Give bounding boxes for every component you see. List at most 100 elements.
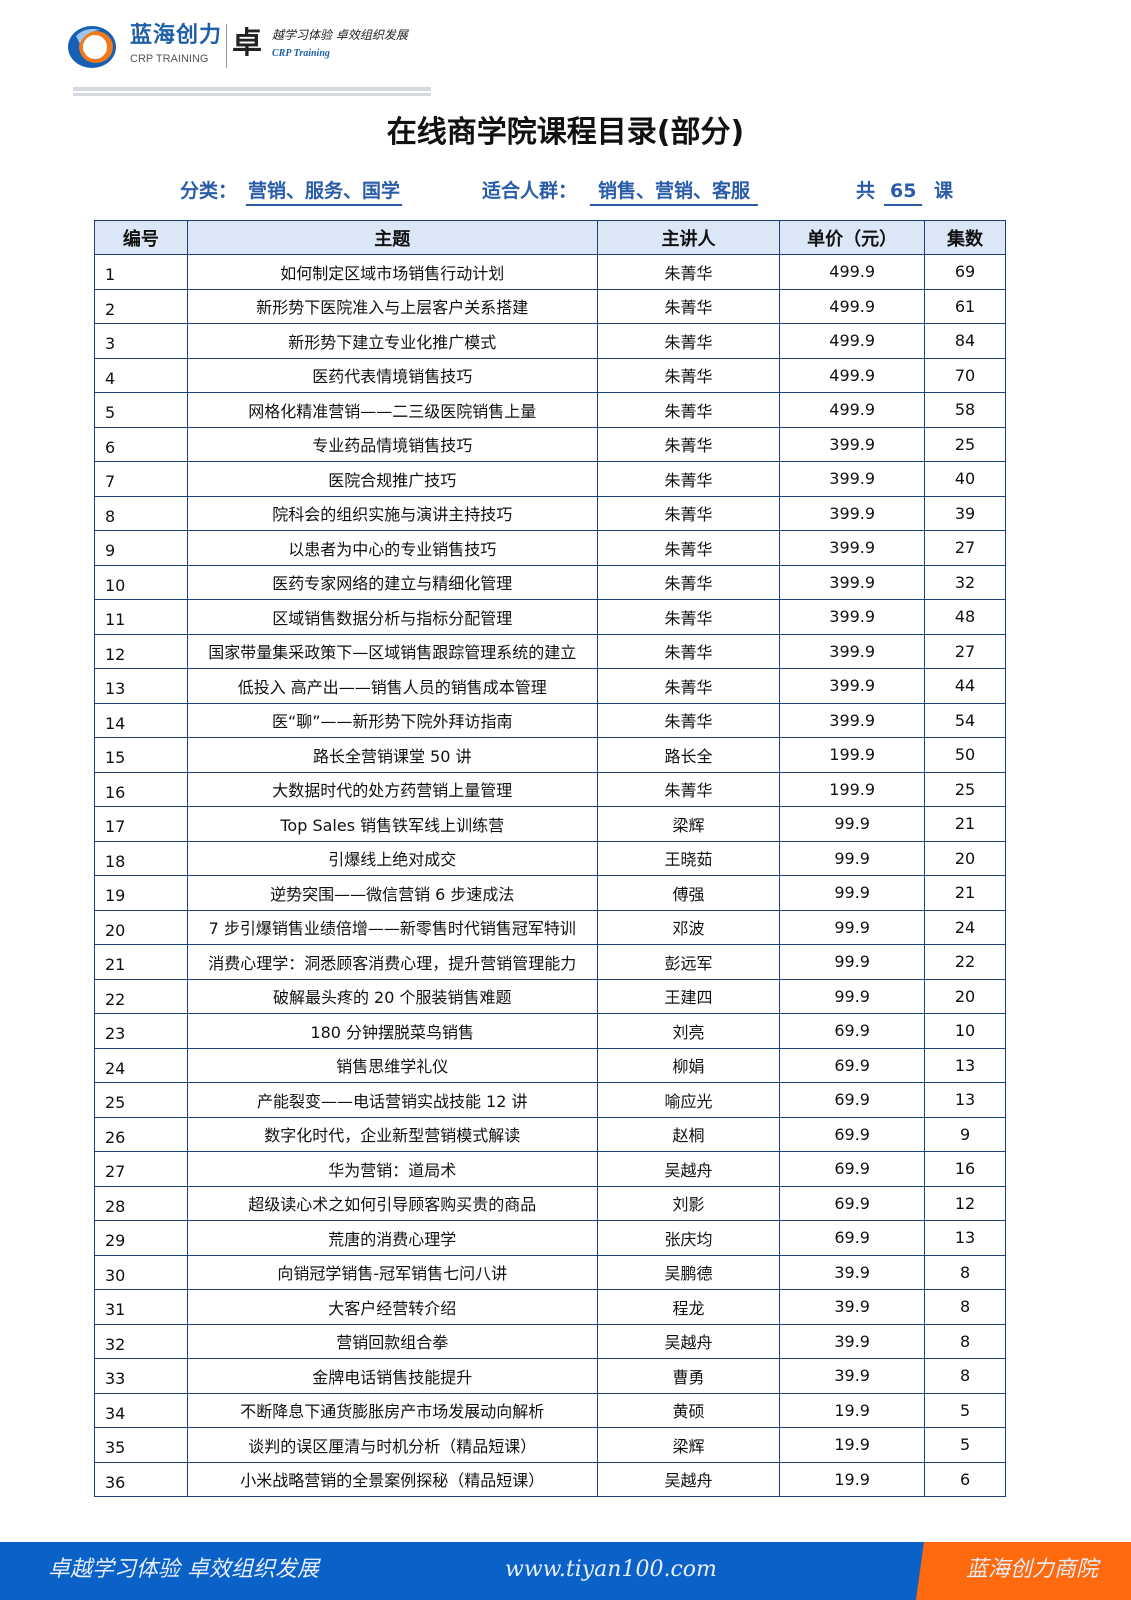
footer-slogan: 卓越学习体验 卓效组织发展 — [48, 1557, 319, 1582]
footer-brand: 蓝海创力商院 — [966, 1557, 1099, 1582]
course-lecturer: 朱菁华 — [596, 633, 781, 669]
course-topic: 谈判的误区厘清与时机分析（精品短课） — [186, 1427, 598, 1463]
course-lecturer: 张庆均 — [596, 1220, 781, 1256]
course-topic: 7 步引爆销售业绩倍增——新零售时代销售冠军特训 — [186, 909, 598, 945]
course-price: 199.9 — [779, 771, 926, 807]
course-id: 24 — [94, 1047, 188, 1083]
table-row: 20 7 步引爆销售业绩倍增——新零售时代销售冠军特训 邓波 99.9 24 — [94, 909, 1006, 945]
course-episodes: 13 — [924, 1047, 1006, 1083]
course-topic: 大客户经营转介绍 — [186, 1289, 598, 1325]
course-topic: 医“聊”——新形势下院外拜访指南 — [186, 702, 598, 738]
course-episodes: 9 — [924, 1116, 1006, 1152]
course-id: 32 — [94, 1323, 188, 1359]
table-row: 4 医药代表情境销售技巧 朱菁华 499.9 70 — [94, 357, 1006, 393]
course-topic: 数字化时代，企业新型营销模式解读 — [186, 1116, 598, 1152]
course-lecturer: 朱菁华 — [596, 495, 781, 531]
course-price: 399.9 — [779, 530, 926, 566]
course-topic: 医药代表情境销售技巧 — [186, 357, 598, 393]
course-price: 19.9 — [779, 1427, 926, 1463]
course-topic: 路长全营销课堂 50 讲 — [186, 737, 598, 773]
audience-label: 适合人群： — [482, 180, 578, 202]
course-price: 399.9 — [779, 668, 926, 704]
course-lecturer: 朱菁华 — [596, 288, 781, 324]
table-row: 5 网格化精准营销——二三级医院销售上量 朱菁华 499.9 58 — [94, 392, 1006, 428]
course-id: 1 — [94, 254, 188, 290]
course-id: 28 — [94, 1185, 188, 1221]
course-episodes: 20 — [924, 978, 1006, 1014]
course-topic: 产能裂变——电话营销实战技能 12 讲 — [186, 1082, 598, 1118]
course-lecturer: 朱菁华 — [596, 392, 781, 428]
course-topic: 新形势下医院准入与上层客户关系搭建 — [186, 288, 598, 324]
course-id: 19 — [94, 875, 188, 911]
col-header-price: 单价（元） — [779, 220, 926, 255]
course-lecturer: 朱菁华 — [596, 254, 781, 290]
course-lecturer: 吴鹏德 — [596, 1254, 781, 1290]
table-row: 19 逆势突围——微信营销 6 步速成法 傅强 99.9 21 — [94, 875, 1006, 911]
table-row: 31 大客户经营转介绍 程龙 39.9 8 — [94, 1289, 1006, 1325]
table-row: 1 如何制定区域市场销售行动计划 朱菁华 499.9 69 — [94, 254, 1006, 290]
course-episodes: 6 — [924, 1461, 1006, 1497]
table-row: 14 医“聊”——新形势下院外拜访指南 朱菁华 399.9 54 — [94, 702, 1006, 738]
course-id: 13 — [94, 668, 188, 704]
course-id: 7 — [94, 461, 188, 497]
course-topic: 销售思维学礼仪 — [186, 1047, 598, 1083]
table-row: 27 华为营销：道局术 吴越舟 69.9 16 — [94, 1151, 1006, 1187]
table-row: 3 新形势下建立专业化推广模式 朱菁华 499.9 84 — [94, 323, 1006, 359]
course-lecturer: 朱菁华 — [596, 426, 781, 462]
course-id: 6 — [94, 426, 188, 462]
audience-value: 销售、营销、客服 — [590, 178, 759, 206]
total-prefix: 共 — [856, 180, 876, 202]
course-episodes: 39 — [924, 495, 1006, 531]
course-episodes: 13 — [924, 1220, 1006, 1256]
course-price: 399.9 — [779, 426, 926, 462]
course-lecturer: 吴越舟 — [596, 1323, 781, 1359]
course-price: 19.9 — [779, 1461, 926, 1497]
course-price: 19.9 — [779, 1392, 926, 1428]
table-row: 16 大数据时代的处方药营销上量管理 朱菁华 199.9 25 — [94, 771, 1006, 807]
course-lecturer: 王晓茹 — [596, 840, 781, 876]
brand-name-cn: 蓝海创力 — [130, 23, 223, 48]
course-episodes: 50 — [924, 737, 1006, 773]
course-id: 22 — [94, 978, 188, 1014]
table-row: 18 引爆线上绝对成交 王晓茹 99.9 20 — [94, 840, 1006, 876]
logo-calligraphy: 卓 — [232, 26, 262, 61]
table-row: 23 180 分钟摆脱菜鸟销售 刘亮 69.9 10 — [94, 1013, 1006, 1049]
course-price: 399.9 — [779, 461, 926, 497]
table-row: 11 区域销售数据分析与指标分配管理 朱菁华 399.9 48 — [94, 599, 1006, 635]
course-id: 3 — [94, 323, 188, 359]
course-episodes: 84 — [924, 323, 1006, 359]
course-episodes: 8 — [924, 1358, 1006, 1394]
table-row: 33 金牌电话销售技能提升 曹勇 39.9 8 — [94, 1358, 1006, 1394]
course-lecturer: 朱菁华 — [596, 323, 781, 359]
course-topic: 逆势突围——微信营销 6 步速成法 — [186, 875, 598, 911]
course-episodes: 25 — [924, 426, 1006, 462]
course-price: 399.9 — [779, 564, 926, 600]
course-episodes: 8 — [924, 1289, 1006, 1325]
course-id: 23 — [94, 1013, 188, 1049]
course-episodes: 61 — [924, 288, 1006, 324]
table-header-row: 编号 主题 主讲人 单价（元） 集数 — [94, 220, 1006, 255]
course-topic: 国家带量集采政策下—区域销售跟踪管理系统的建立 — [186, 633, 598, 669]
course-price: 39.9 — [779, 1358, 926, 1394]
course-lecturer: 朱菁华 — [596, 564, 781, 600]
brand-name-en: CRP TRAINING — [130, 53, 209, 65]
table-row: 25 产能裂变——电话营销实战技能 12 讲喻应光 69.9 13 — [94, 1082, 1006, 1118]
course-price: 499.9 — [779, 288, 926, 324]
table-row: 15 路长全营销课堂 50 讲路长全 199.9 50 — [94, 737, 1006, 773]
course-topic: 引爆线上绝对成交 — [186, 840, 598, 876]
header-rule — [73, 87, 431, 91]
course-price: 499.9 — [779, 392, 926, 428]
footer-url[interactable]: www.tiyan100.com — [505, 1557, 717, 1582]
course-id: 18 — [94, 840, 188, 876]
course-topic: 破解最头疼的 20 个服装销售难题 — [186, 978, 598, 1014]
course-id: 21 — [94, 944, 188, 980]
course-price: 69.9 — [779, 1116, 926, 1152]
course-topic: Top Sales 销售铁军线上训练营 — [186, 806, 598, 842]
course-price: 99.9 — [779, 875, 926, 911]
course-meta: 分类： 营销、服务、国学 适合人群： 销售、营销、客服 共 65 课 — [0, 178, 1131, 208]
course-episodes: 48 — [924, 599, 1006, 635]
course-episodes: 21 — [924, 875, 1006, 911]
course-topic: 新形势下建立专业化推广模式 — [186, 323, 598, 359]
table-row: 22 破解最头疼的 20 个服装销售难题 王建四 99.9 20 — [94, 978, 1006, 1014]
course-topic: 不断降息下通货膨胀房产市场发展动向解析 — [186, 1392, 598, 1428]
